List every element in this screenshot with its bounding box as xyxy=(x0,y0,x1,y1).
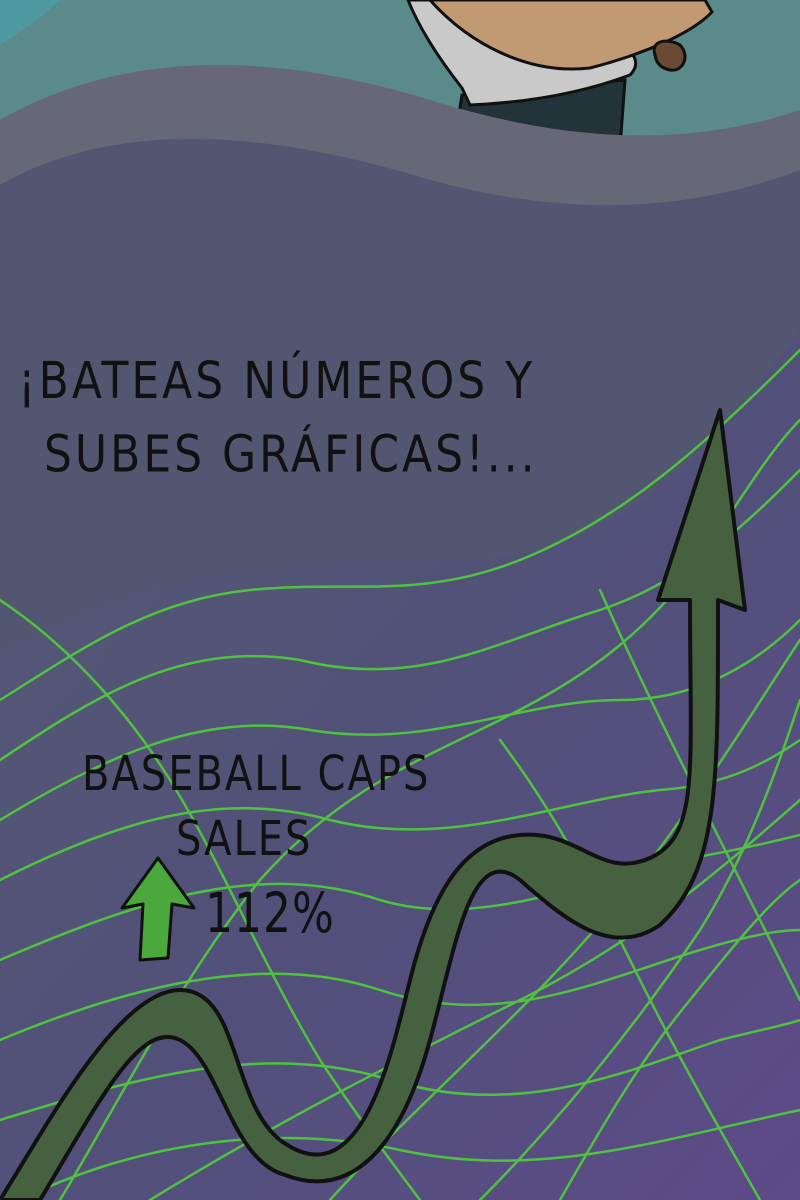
sales-label-line-1: Baseball caps xyxy=(82,746,431,802)
up-arrow-icon xyxy=(120,856,196,962)
sales-label-line-2: Sales xyxy=(176,811,313,867)
growth-percent: 112% xyxy=(205,882,335,946)
rising-trend-arrow xyxy=(0,408,747,1200)
teal-corner xyxy=(0,0,60,45)
sales-label: Baseball caps Sales xyxy=(82,742,482,872)
headline-line-2: subes gráficas!... xyxy=(44,425,538,485)
headline-caption: ¡Bateas números y subes gráficas!... xyxy=(18,345,578,492)
headline-line-1: ¡Bateas números y xyxy=(18,351,536,411)
